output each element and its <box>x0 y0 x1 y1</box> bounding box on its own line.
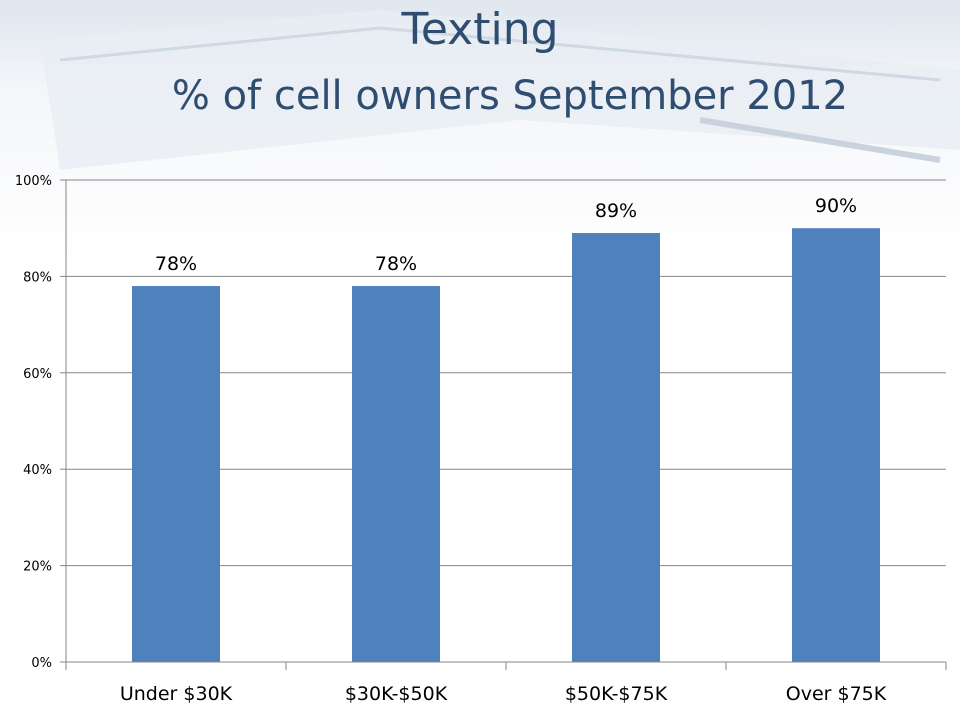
x-tick-label: $30K-$50K <box>345 683 448 705</box>
y-tick-label: 60% <box>23 367 52 382</box>
axes <box>60 179 947 670</box>
bar <box>352 286 440 662</box>
labels: 0% 20% 40% 60% 80% 100% 78% Under $30K 78% $30K-$… <box>15 174 887 705</box>
y-tick-label: 20% <box>23 560 52 575</box>
x-tick-label: Over $75K <box>786 683 887 705</box>
y-tick-label: 100% <box>15 174 52 189</box>
y-tick-label: 40% <box>23 463 52 478</box>
chart-subtitle: % of cell owners September 2012 <box>171 73 849 119</box>
data-label: 78% <box>155 253 197 275</box>
data-label: 78% <box>375 253 417 275</box>
x-tick-label: $50K-$75K <box>565 683 668 705</box>
x-tick-label: Under $30K <box>120 683 233 705</box>
data-label: 89% <box>595 200 637 222</box>
y-tick-label: 80% <box>23 270 52 285</box>
y-tick-label: 0% <box>31 656 52 671</box>
bar <box>132 286 220 662</box>
data-label: 90% <box>815 195 857 217</box>
bar <box>792 228 880 662</box>
bar <box>572 233 660 662</box>
chart-title: Texting <box>401 4 559 55</box>
bars <box>132 228 880 662</box>
